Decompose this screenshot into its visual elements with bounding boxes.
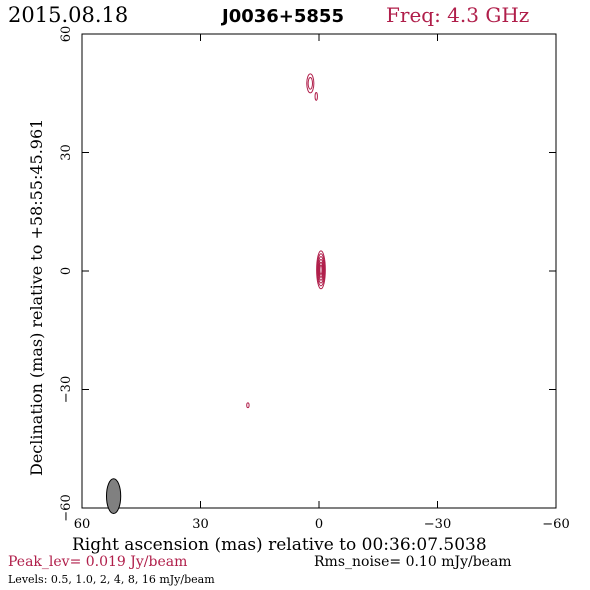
contour-level xyxy=(306,73,315,94)
y-tick-label: −30 xyxy=(59,376,74,403)
contour-level xyxy=(316,250,326,290)
beam-ellipse-layer xyxy=(105,478,122,515)
contour-level xyxy=(318,261,324,278)
y-tick-labels: 60 30 0 −30 −60 xyxy=(59,26,74,522)
rms-noise: Rms_noise= 0.10 mJy/beam xyxy=(314,554,512,570)
x-tick-label: 0 xyxy=(315,517,323,532)
contour-level xyxy=(314,91,318,101)
x-tick-label: −60 xyxy=(542,517,569,532)
frequency-label: Freq: 4.3 GHz xyxy=(386,3,529,27)
y-tick-label: 60 xyxy=(59,26,74,43)
axis-ticks xyxy=(81,33,557,509)
observation-date: 2015.08.18 xyxy=(8,3,128,27)
source-name: J0036+5855 xyxy=(220,6,344,27)
contour-layer xyxy=(246,73,326,409)
y-tick-label: −60 xyxy=(59,494,74,521)
beam-ellipse xyxy=(105,478,122,515)
x-tick-label: −30 xyxy=(424,517,451,532)
contour-level xyxy=(317,256,325,284)
contour-level xyxy=(318,258,324,281)
contour-level xyxy=(307,77,313,90)
x-tick-label: 30 xyxy=(192,517,209,532)
contour-level xyxy=(316,253,326,287)
contour-level xyxy=(246,402,250,409)
x-axis-label: Right ascension (mas) relative to 00:36:… xyxy=(72,535,487,555)
contour-levels: Levels: 0.5, 1.0, 2, 4, 8, 16 mJy/beam xyxy=(8,573,215,586)
y-tick-label: 0 xyxy=(59,267,74,275)
contour-level xyxy=(319,264,323,275)
y-tick-label: 30 xyxy=(59,144,74,161)
y-axis-label: Declination (mas) relative to +58:55:45.… xyxy=(27,119,46,476)
peak-level: Peak_lev= 0.019 Jy/beam xyxy=(8,554,187,570)
x-tick-label: 60 xyxy=(74,517,91,532)
x-tick-labels: 60 30 0 −30 −60 xyxy=(74,517,570,532)
